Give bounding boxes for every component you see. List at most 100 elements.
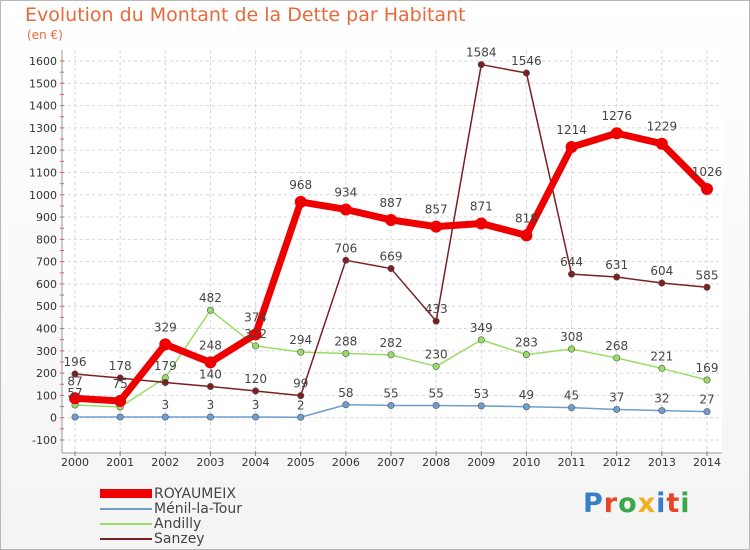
data-label-andilly: 282	[380, 336, 403, 350]
x-tick-label: 2012	[603, 456, 631, 469]
data-label-menil-la-tour: 53	[474, 387, 489, 401]
data-point-sanzey	[568, 270, 576, 278]
y-tick-label: 1200	[29, 144, 57, 157]
data-label-sanzey: 669	[380, 250, 403, 264]
data-label-sanzey: 1584	[466, 46, 497, 60]
data-point-menil-la-tour	[387, 401, 395, 409]
y-tick-label: 1400	[29, 100, 57, 113]
data-label-andilly: 349	[470, 321, 493, 335]
data-label-andilly: 221	[650, 349, 673, 363]
y-tick-label: 1300	[29, 122, 57, 135]
legend-item-sanzey: Sanzey	[100, 531, 242, 547]
data-point-andilly	[658, 364, 666, 372]
data-point-menil-la-tour	[116, 413, 124, 421]
data-label-royaumeix: 968	[289, 178, 312, 192]
data-point-royaumeix	[610, 127, 623, 140]
legend-swatch	[100, 522, 152, 525]
data-point-sanzey	[432, 317, 440, 325]
legend-label: Andilly	[154, 515, 202, 532]
data-point-royaumeix	[565, 141, 578, 154]
data-label-menil-la-tour: 2	[297, 398, 305, 412]
y-tick-label: 500	[36, 300, 57, 313]
data-label-sanzey: 99	[293, 377, 308, 391]
data-label-royaumeix: 934	[334, 185, 357, 199]
legend-swatch	[100, 537, 152, 540]
data-point-royaumeix	[204, 356, 217, 369]
x-tick-label: 2013	[648, 456, 676, 469]
data-label-sanzey: 706	[334, 241, 357, 255]
data-point-sanzey	[613, 273, 621, 281]
x-tick-label: 2011	[558, 456, 586, 469]
data-label-andilly: 482	[199, 291, 222, 305]
data-label-sanzey: 120	[244, 372, 267, 386]
data-point-menil-la-tour	[568, 404, 576, 412]
data-label-royaumeix: 818	[515, 211, 538, 225]
data-point-menil-la-tour	[297, 413, 305, 421]
data-label-menil-la-tour: 3	[207, 398, 215, 412]
data-point-andilly	[568, 345, 576, 353]
proxiti-logo: Proxiti	[583, 488, 691, 519]
data-point-sanzey	[71, 370, 79, 378]
data-point-menil-la-tour	[703, 408, 711, 416]
data-point-andilly	[342, 349, 350, 357]
data-label-royaumeix: 248	[199, 338, 222, 352]
data-point-sanzey	[522, 69, 530, 77]
data-label-sanzey: 433	[425, 302, 448, 316]
data-point-royaumeix	[655, 137, 668, 150]
data-point-andilly	[522, 351, 530, 359]
data-point-andilly	[432, 362, 440, 370]
data-label-sanzey: 644	[560, 255, 583, 269]
data-label-menil-la-tour: 3	[252, 398, 260, 412]
data-point-sanzey	[477, 61, 485, 69]
data-point-royaumeix	[430, 220, 443, 233]
data-label-menil-la-tour: 3	[161, 398, 169, 412]
data-label-royaumeix: 1229	[647, 120, 678, 134]
data-label-menil-la-tour: 49	[519, 388, 534, 402]
data-label-menil-la-tour: 55	[383, 386, 398, 400]
data-point-royaumeix	[294, 195, 307, 208]
legend-item-menil-la-tour: Ménil-la-Tour	[100, 500, 242, 517]
data-point-menil-la-tour	[252, 413, 260, 421]
data-point-menil-la-tour	[522, 403, 530, 411]
data-label-royaumeix: 887	[380, 196, 403, 210]
data-point-royaumeix	[339, 203, 352, 216]
x-tick-label: 2007	[377, 456, 405, 469]
x-tick-label: 2002	[151, 456, 179, 469]
plot-area	[62, 50, 722, 453]
data-label-andilly: 308	[560, 330, 583, 344]
y-tick-label: 400	[36, 323, 57, 336]
data-label-royaumeix: 75	[113, 377, 128, 391]
y-tick-label: 1000	[29, 189, 57, 202]
legend-item-royaumeix: ROYAUMEIX	[100, 485, 242, 502]
data-label-andilly: 288	[334, 334, 357, 348]
data-point-andilly	[613, 354, 621, 362]
data-label-royaumeix: 857	[425, 203, 448, 217]
data-label-royaumeix: 1276	[601, 109, 632, 123]
data-point-royaumeix	[114, 394, 127, 407]
legend-label: ROYAUMEIX	[154, 485, 236, 502]
data-point-royaumeix	[159, 338, 172, 351]
data-point-andilly	[387, 351, 395, 359]
logo-letter: x	[637, 488, 657, 519]
data-label-royaumeix: 87	[67, 374, 82, 388]
x-tick-label: 2000	[61, 456, 89, 469]
data-point-andilly	[477, 336, 485, 344]
y-tick-label: 0	[50, 412, 57, 425]
data-point-sanzey	[252, 387, 260, 395]
data-label-menil-la-tour: 45	[564, 389, 579, 403]
data-point-sanzey	[342, 256, 350, 264]
data-label-sanzey: 178	[109, 359, 132, 373]
x-tick-label: 2008	[422, 456, 450, 469]
data-label-royaumeix: 1026	[692, 165, 723, 179]
y-tick-label: 600	[36, 278, 57, 291]
data-label-sanzey: 585	[696, 268, 719, 282]
data-point-menil-la-tour	[161, 413, 169, 421]
y-tick-label: 700	[36, 256, 57, 269]
data-point-sanzey	[387, 265, 395, 273]
y-tick-label: 800	[36, 233, 57, 246]
legend-item-andilly: Andilly	[100, 515, 242, 532]
legend-label: Ménil-la-Tour	[154, 500, 242, 517]
data-label-menil-la-tour: 27	[699, 393, 714, 407]
y-tick-label: 100	[36, 389, 57, 402]
data-point-menil-la-tour	[71, 413, 79, 421]
